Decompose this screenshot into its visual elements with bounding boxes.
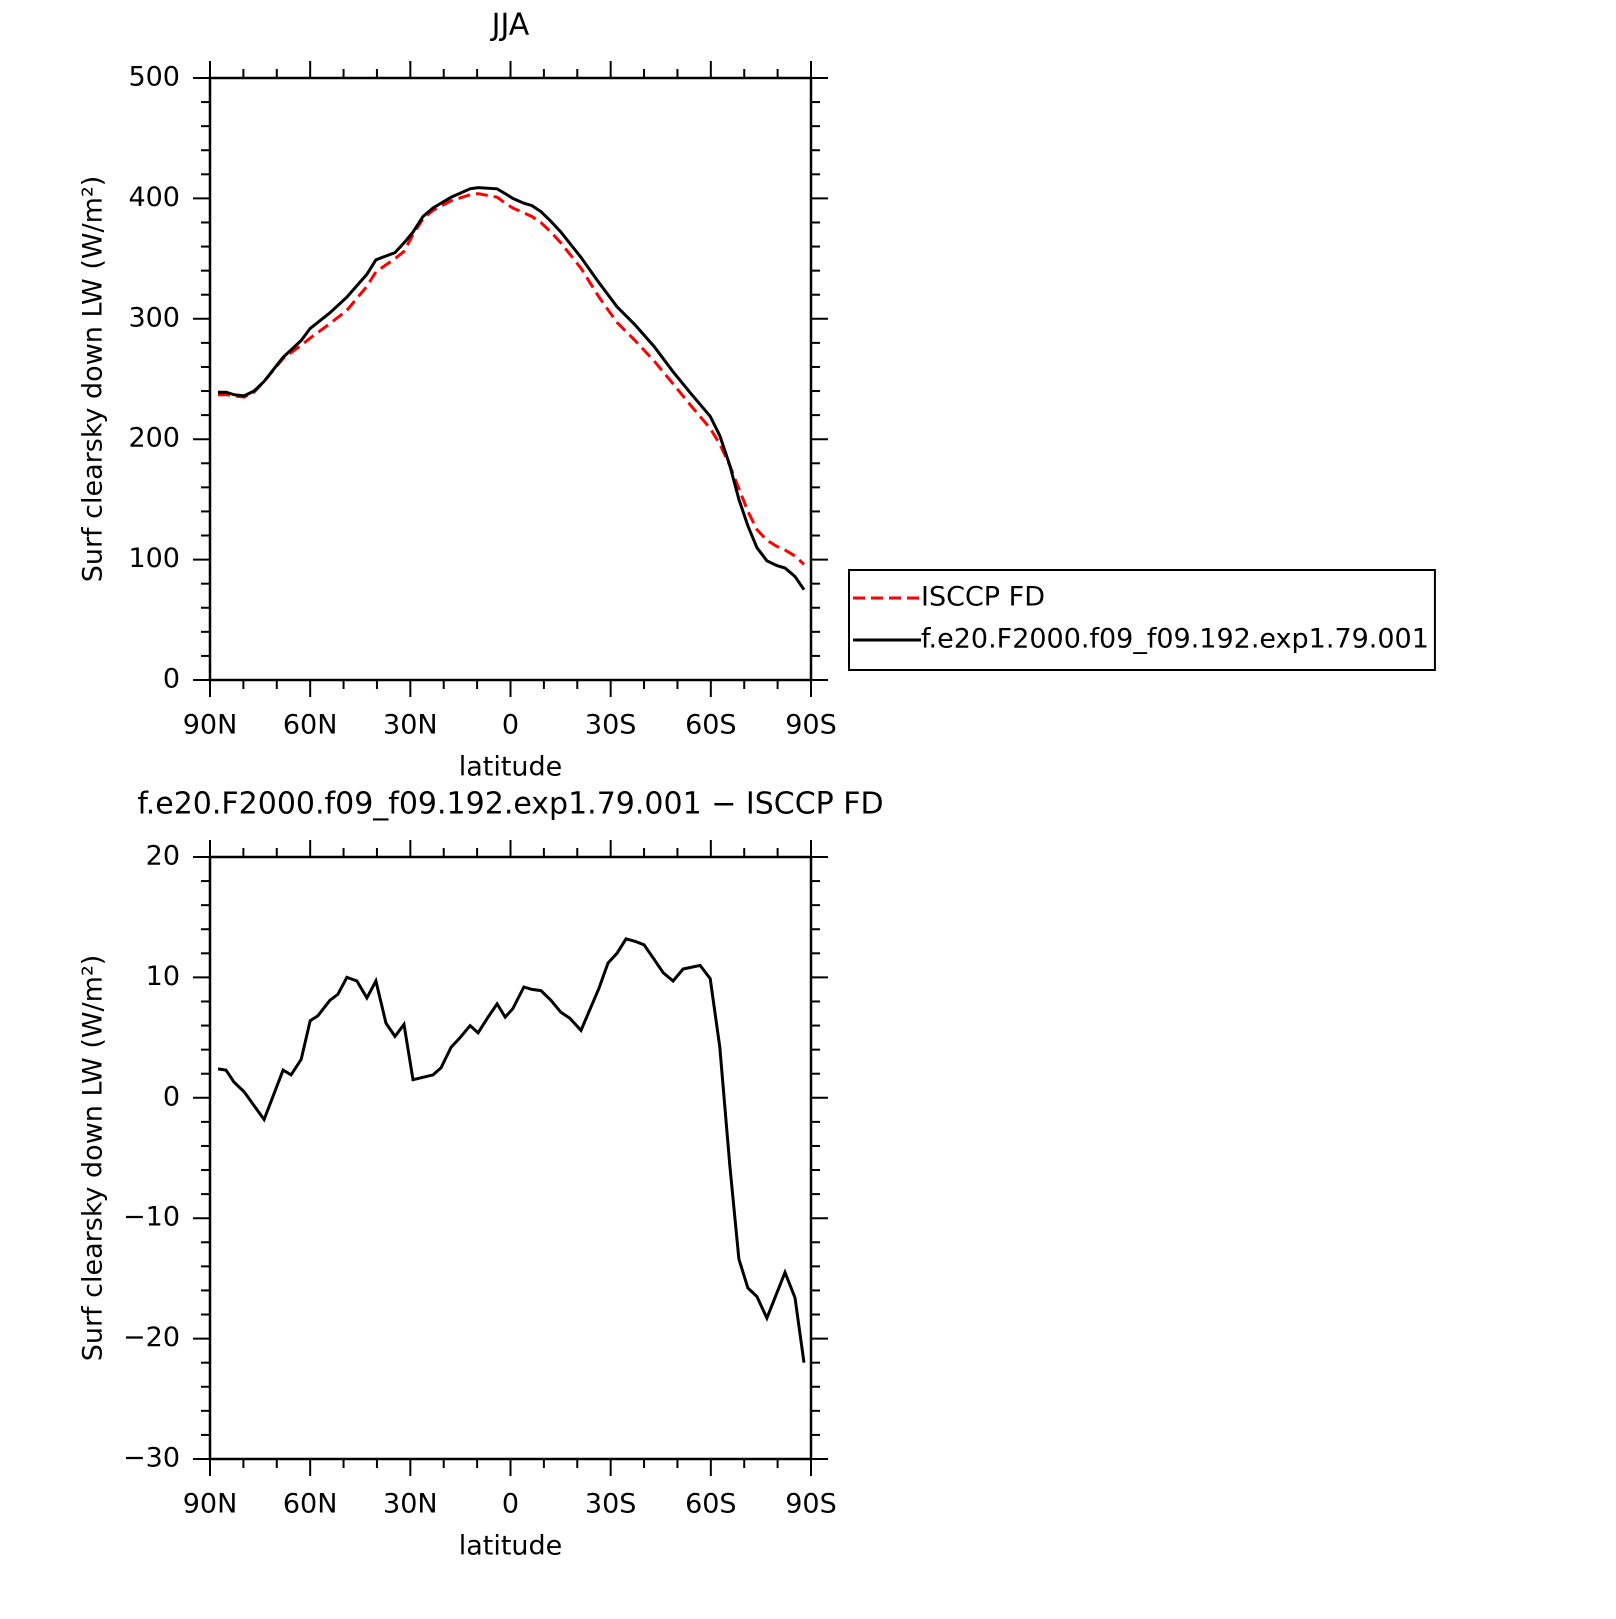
x-tick-label: 0 xyxy=(502,710,519,741)
data-line xyxy=(218,192,806,566)
y-tick-label: 200 xyxy=(128,423,180,454)
y-tick-label: 400 xyxy=(128,182,180,213)
legend-box xyxy=(848,569,1436,671)
data-line xyxy=(218,186,806,591)
y-tick-label: −10 xyxy=(123,1202,180,1233)
x-tick-label: 30S xyxy=(585,1489,637,1520)
x-tick-label: 0 xyxy=(502,1489,519,1520)
x-tick-label: 90N xyxy=(183,710,238,741)
x-tick-label: 30N xyxy=(383,1489,438,1520)
y-axis-label: Surf clearsky down LW (W/m²) xyxy=(78,955,109,1362)
chart-title: JJA xyxy=(490,8,530,43)
y-tick-label: −20 xyxy=(123,1322,180,1353)
x-tick-label: 60S xyxy=(685,710,737,741)
y-tick-label: −30 xyxy=(123,1443,180,1474)
plot-frame xyxy=(208,855,813,1461)
plot-frame xyxy=(208,76,813,682)
y-tick-label: 10 xyxy=(146,961,180,992)
y-tick-label: 500 xyxy=(128,62,180,93)
x-tick-label: 30S xyxy=(585,710,637,741)
y-tick-label: 100 xyxy=(128,543,180,574)
legend-label: f.e20.F2000.f09_f09.192.exp1.79.001 xyxy=(921,624,1429,655)
y-tick-label: 300 xyxy=(128,302,180,333)
data-line xyxy=(217,937,806,1363)
x-tick-label: 30N xyxy=(383,710,438,741)
y-tick-label: 20 xyxy=(146,841,180,872)
x-tick-label: 60N xyxy=(283,1489,338,1520)
y-tick-label: 0 xyxy=(163,1081,180,1112)
x-tick-label: 90S xyxy=(785,1489,837,1520)
x-tick-label: 60N xyxy=(283,710,338,741)
x-tick-label: 60S xyxy=(685,1489,737,1520)
legend-label: ISCCP FD xyxy=(921,582,1045,613)
x-axis-label: latitude xyxy=(459,752,563,783)
x-tick-label: 90N xyxy=(183,1489,238,1520)
y-tick-label: 0 xyxy=(163,664,180,695)
x-axis-label: latitude xyxy=(459,1531,563,1562)
x-tick-label: 90S xyxy=(785,710,837,741)
chart-title: f.e20.F2000.f09_f09.192.exp1.79.001 − IS… xyxy=(137,787,883,822)
y-axis-label: Surf clearsky down LW (W/m²) xyxy=(78,176,109,583)
